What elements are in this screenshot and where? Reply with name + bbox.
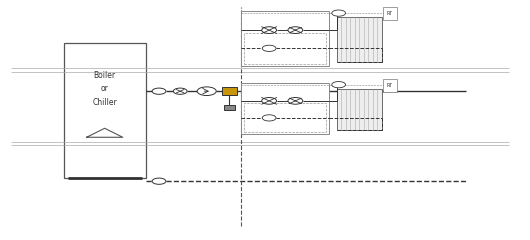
Circle shape (332, 82, 346, 88)
Text: or: or (101, 84, 109, 93)
Text: RT: RT (387, 83, 393, 88)
Bar (337, 89, 382, 130)
Bar (241, 11, 329, 66)
Circle shape (288, 97, 303, 104)
Circle shape (152, 88, 166, 94)
Circle shape (173, 88, 187, 94)
Bar (222, 87, 237, 95)
Bar (241, 83, 329, 134)
Circle shape (262, 45, 276, 51)
Bar (224, 105, 235, 110)
Circle shape (262, 27, 277, 34)
Bar (244, 33, 326, 64)
Circle shape (332, 10, 346, 16)
Bar (64, 43, 146, 178)
Bar (244, 103, 326, 132)
Circle shape (262, 115, 276, 121)
Text: Boiler: Boiler (94, 71, 116, 80)
Circle shape (262, 97, 277, 104)
Circle shape (197, 87, 216, 96)
Circle shape (288, 27, 303, 34)
Text: Chiller: Chiller (92, 98, 117, 107)
Circle shape (152, 178, 166, 184)
Bar (337, 18, 382, 62)
Text: RT: RT (387, 11, 393, 16)
